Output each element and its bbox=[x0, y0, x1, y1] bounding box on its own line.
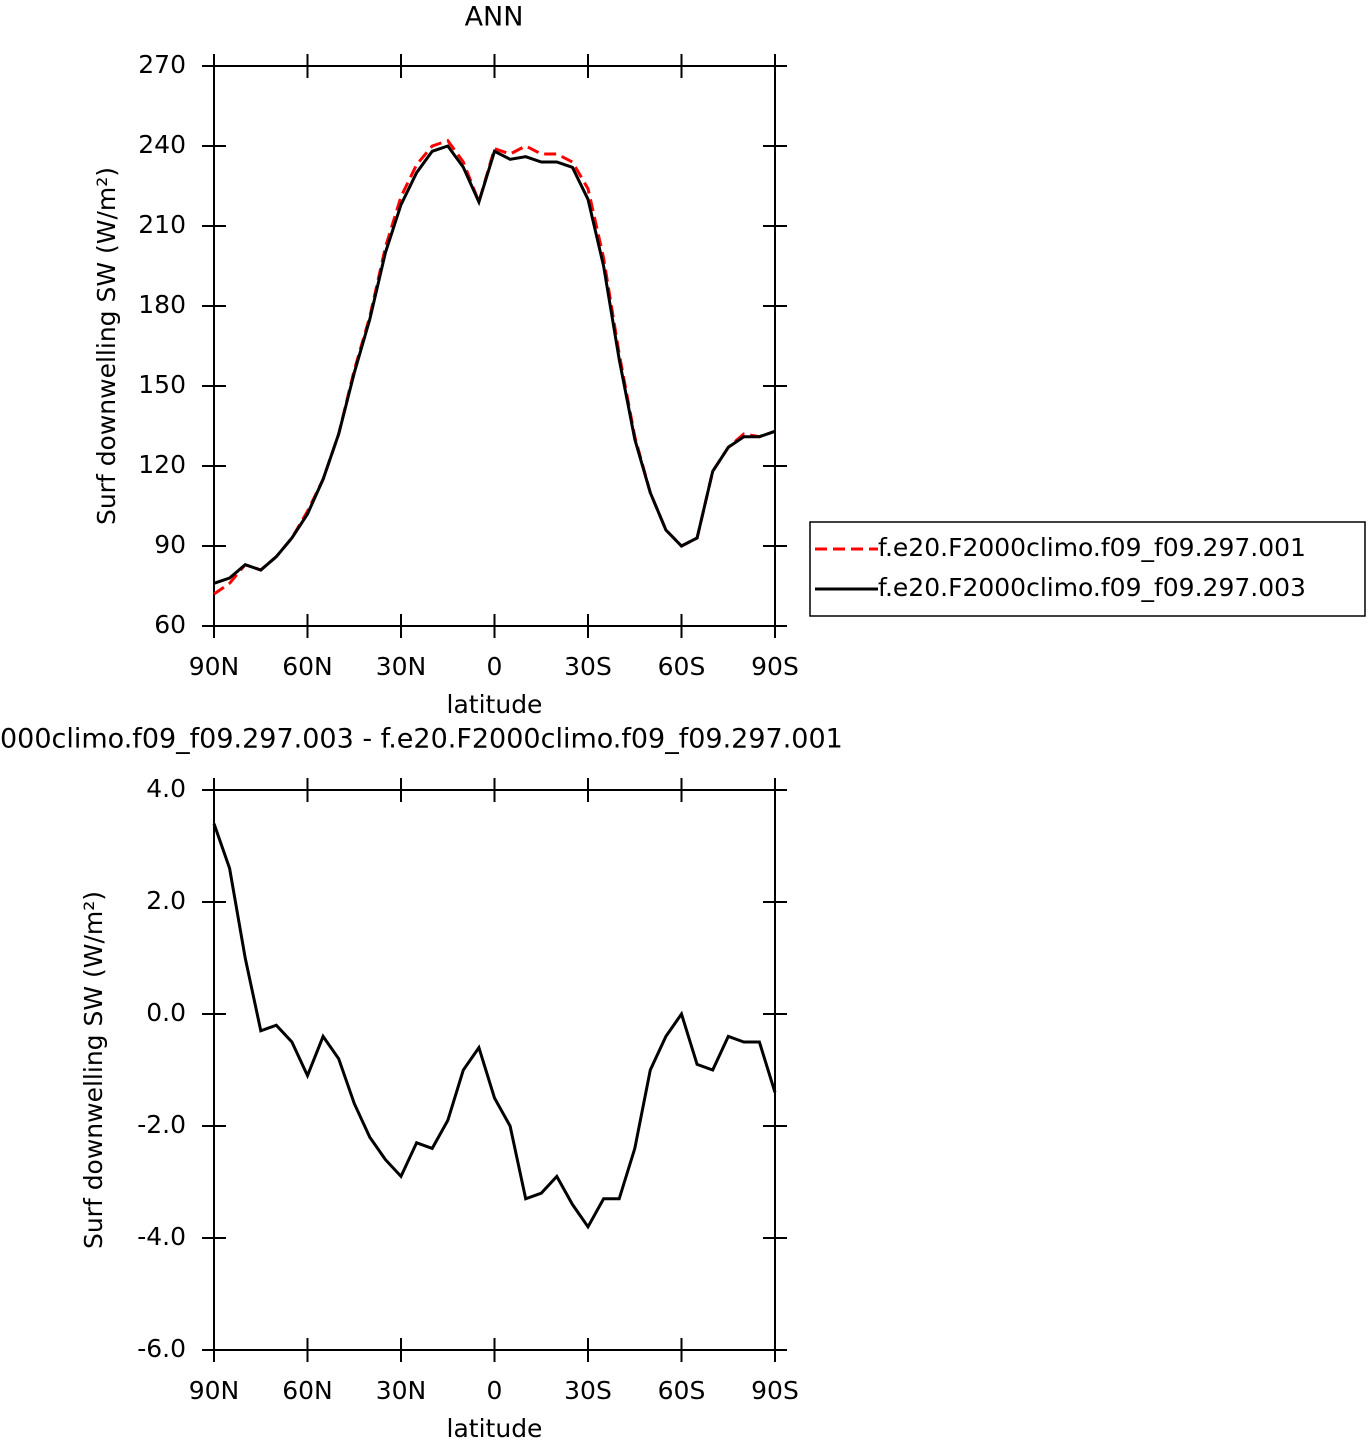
x-axis-label: latitude bbox=[447, 690, 543, 719]
x-tick-label: 30S bbox=[564, 1376, 612, 1405]
y-tick-label: 150 bbox=[138, 370, 186, 399]
y-tick-label: 90 bbox=[154, 530, 186, 559]
x-tick-label: 60S bbox=[658, 652, 706, 681]
legend-box bbox=[809, 521, 1366, 617]
x-tick-label: 60N bbox=[282, 1376, 333, 1405]
chart-title: ANN bbox=[465, 2, 524, 33]
legend-label: f.e20.F2000climo.f09_f09.297.001 bbox=[878, 533, 1306, 562]
x-tick-label: 60N bbox=[282, 652, 333, 681]
x-tick-label: 0 bbox=[487, 652, 503, 681]
series-line bbox=[212, 823, 777, 1230]
y-tick-label: 2.0 bbox=[146, 886, 186, 915]
y-tick-label: -6.0 bbox=[137, 1334, 186, 1363]
y-axis-label: Surf downwelling SW (W/m²) bbox=[92, 167, 121, 525]
chart-title: 000climo.f09_f09.297.003 - f.e20.F2000cl… bbox=[0, 724, 843, 755]
x-tick-label: 90N bbox=[189, 1376, 240, 1405]
y-tick-label: -2.0 bbox=[137, 1110, 186, 1139]
x-tick-label: 90S bbox=[751, 1376, 799, 1405]
y-tick-label: -4.0 bbox=[137, 1222, 186, 1251]
y-tick-label: 240 bbox=[138, 130, 186, 159]
y-tick-label: 60 bbox=[154, 610, 186, 639]
legend-label: f.e20.F2000climo.f09_f09.297.003 bbox=[878, 573, 1306, 602]
x-axis-label: latitude bbox=[447, 1414, 543, 1443]
y-tick-label: 270 bbox=[138, 50, 186, 79]
plot-frame bbox=[213, 789, 776, 1351]
x-tick-label: 0 bbox=[487, 1376, 503, 1405]
y-tick-label: 0.0 bbox=[146, 998, 186, 1027]
x-tick-label: 60S bbox=[658, 1376, 706, 1405]
y-tick-label: 120 bbox=[138, 450, 186, 479]
x-tick-label: 90N bbox=[189, 652, 240, 681]
series-line bbox=[213, 144, 776, 585]
x-tick-label: 30N bbox=[376, 1376, 427, 1405]
y-tick-label: 210 bbox=[138, 210, 186, 239]
x-tick-label: 90S bbox=[751, 652, 799, 681]
y-tick-label: 4.0 bbox=[146, 774, 186, 803]
x-tick-label: 30S bbox=[564, 652, 612, 681]
y-axis-label: Surf downwelling SW (W/m²) bbox=[79, 891, 108, 1249]
x-tick-label: 30N bbox=[376, 652, 427, 681]
y-tick-label: 180 bbox=[138, 290, 186, 319]
